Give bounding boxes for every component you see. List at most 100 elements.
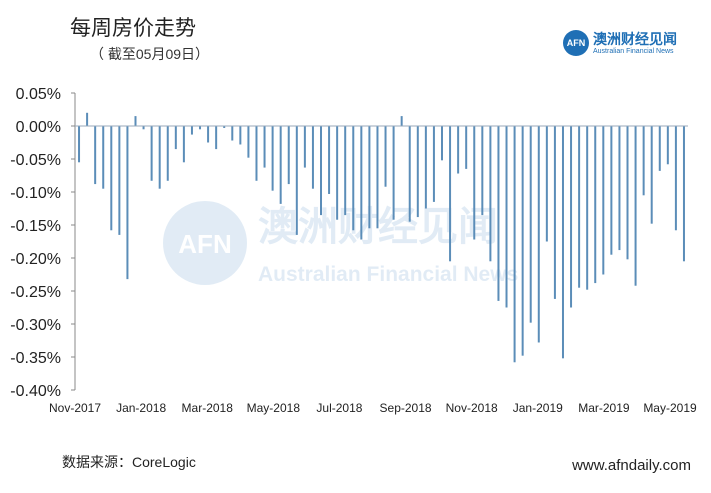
bar [489,126,492,262]
bar [481,126,484,216]
bar [650,126,653,224]
x-tick-label: Jul-2018 [316,401,362,415]
chart-subtitle: （ 截至05月09日） [90,46,210,62]
bar [94,126,97,185]
watermark-name-en: Australian Financial News [258,263,518,286]
bar [158,126,161,189]
bar [529,126,532,323]
y-tick-label: 0.05% [16,86,61,103]
x-tick-label: Mar-2019 [578,401,630,415]
bar [497,126,500,301]
x-tick-label: Jan-2019 [513,401,563,415]
bar [352,126,355,231]
bar [408,126,411,222]
bar [239,126,242,145]
bar [118,126,121,235]
bar [231,126,234,141]
bar [432,126,435,202]
x-tick-label: Nov-2018 [446,401,498,415]
y-tick-label: -0.15% [10,218,61,235]
bar [344,126,347,216]
bar [537,126,540,343]
watermark-circle [163,201,247,285]
data-source: 数据来源：CoreLogic [62,454,196,470]
x-tick-label: Mar-2018 [182,401,234,415]
bar [392,126,395,220]
bar [424,126,427,209]
bar [271,126,274,191]
bar [642,126,645,196]
afn-watermark: AFN 澳洲财经见闻 Australian Financial News [163,201,518,286]
bar [199,126,202,130]
bar [78,126,81,163]
bar [303,126,306,168]
bar [336,126,339,220]
bar [255,126,258,181]
bar [545,126,548,242]
bar [223,126,226,128]
bar [263,126,266,168]
bar [570,126,573,308]
bar [658,126,661,171]
bar [150,126,153,181]
y-tick-label: 0.00% [16,119,61,136]
x-tick-label: May-2019 [643,401,697,415]
x-tick-label: Sep-2018 [380,401,432,415]
bar [561,126,564,359]
bar [618,126,621,251]
bar [360,126,363,240]
bar [473,126,476,240]
logo-text: 澳洲财经见闻 Australian Financial News [593,32,677,55]
bar [416,126,419,218]
bar [142,126,145,130]
bar [553,126,556,299]
y-tick-label: -0.10% [10,185,61,202]
bar [287,126,290,185]
bar [682,126,685,262]
watermark-mark: AFN [178,229,231,259]
bar [449,126,452,262]
bar [134,116,137,126]
y-axis: 0.05% 0.00% -0.05% -0.10% -0.15% -0.20% -0.25%… [10,86,76,400]
y-tick-label: -0.20% [10,251,61,268]
bar [586,126,589,290]
bar [626,126,629,260]
bar [465,126,468,169]
chart-title: 每周房价走势 [70,17,196,40]
bar [376,126,379,229]
bar [126,126,129,280]
bar [320,126,323,216]
bar [311,126,314,189]
bar [666,126,669,165]
bar [384,126,387,187]
bar [513,126,516,363]
website: www.afndaily.com [572,457,691,474]
logo-name-en: Australian Financial News [593,47,674,55]
y-tick-label: -0.05% [10,152,61,169]
x-axis: Nov-2017 Jan-2018 Mar-2018 May-2018 Jul-2018… [49,125,697,415]
bar [110,126,113,231]
bar [400,116,403,126]
y-tick-label: -0.25% [10,284,61,301]
x-tick-label: Jan-2018 [116,401,166,415]
bar [215,126,218,150]
bar [190,126,193,135]
bar [634,126,637,286]
bar [247,126,250,158]
x-tick-label: May-2018 [247,401,301,415]
y-tick-label: -0.35% [10,350,61,367]
bar [674,126,677,231]
bar [295,126,298,235]
bar [279,126,282,204]
bar [440,126,443,161]
x-tick-label: Nov-2017 [49,401,101,415]
afn-logo: AFN 澳洲财经见闻 Australian Financial News [563,30,677,56]
bar [578,126,581,288]
y-tick-label: -0.40% [10,383,61,400]
bar [368,126,371,229]
bar [86,112,89,126]
bar [328,126,331,194]
bar [505,126,508,308]
y-tick-label: -0.30% [10,317,61,334]
